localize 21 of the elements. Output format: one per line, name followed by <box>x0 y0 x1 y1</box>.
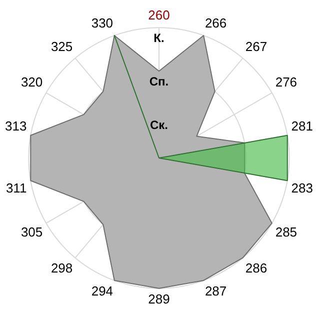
spoke-label: 286 <box>245 260 268 276</box>
spoke-label: 287 <box>204 284 227 299</box>
spoke-label: 276 <box>275 74 298 90</box>
spoke-label: 311 <box>6 180 27 196</box>
spoke-label: 313 <box>4 118 27 134</box>
spoke-label: 330 <box>91 16 114 31</box>
y-tick-label: Сп. <box>149 74 169 88</box>
spoke-label: 325 <box>50 38 73 54</box>
spoke-label: 281 <box>291 118 314 134</box>
spoke-label: 283 <box>291 180 314 196</box>
spoke-label: 289 <box>148 292 170 307</box>
spoke-label: 266 <box>204 16 227 31</box>
spoke-label: 298 <box>50 260 73 276</box>
spoke-label: 267 <box>245 38 268 54</box>
spoke-label: 260 <box>148 7 170 22</box>
spoke-label: 285 <box>275 224 298 240</box>
y-tick-label: Ск. <box>150 118 168 132</box>
spoke-label: 305 <box>20 224 43 240</box>
spoke-label: 320 <box>20 74 43 90</box>
spoke-label: 294 <box>91 284 114 299</box>
y-tick-label: К. <box>154 30 164 45</box>
